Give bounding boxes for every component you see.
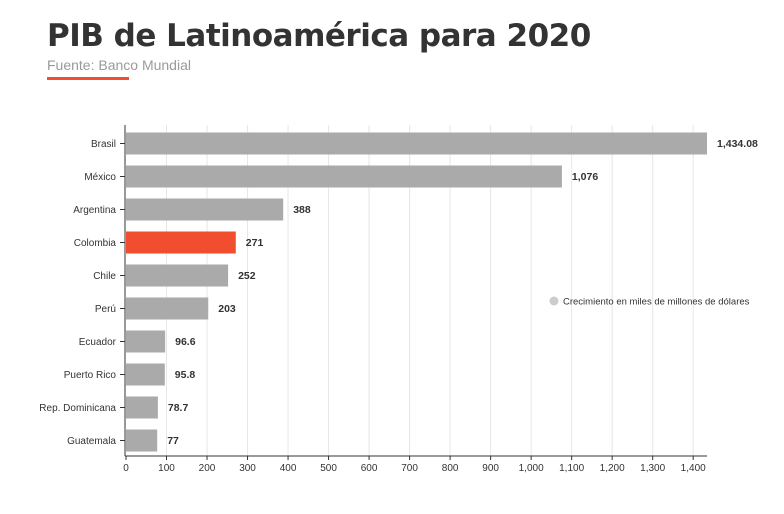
bar (126, 132, 707, 155)
bar (126, 429, 158, 452)
category-label: Rep. Dominicana (39, 403, 116, 414)
category-label: Colombia (74, 238, 117, 249)
value-label: 77 (167, 435, 179, 447)
bar (126, 297, 209, 320)
x-tick-label: 200 (199, 463, 216, 474)
x-tick-label: 0 (123, 463, 129, 474)
x-tick-label: 500 (320, 463, 337, 474)
source-underline (47, 77, 129, 80)
x-tick-label: 800 (442, 463, 459, 474)
bar (126, 231, 236, 254)
x-tick-label: 900 (482, 463, 499, 474)
bar (126, 198, 284, 221)
category-label: Perú (95, 304, 116, 315)
category-label: México (84, 172, 116, 183)
category-label: Brasil (91, 139, 116, 150)
x-tick-label: 1,200 (600, 463, 625, 474)
x-tick-label: 100 (158, 463, 175, 474)
chart-header: PIB de Latinoamérica para 2020 Fuente: B… (47, 18, 591, 73)
chart-source: Fuente: Banco Mundial (47, 57, 191, 73)
value-label: 388 (293, 204, 311, 216)
value-label: 271 (246, 237, 264, 249)
legend-label: Crecimiento en miles de millones de dóla… (563, 297, 750, 308)
category-label: Ecuador (79, 337, 117, 348)
x-tick-label: 600 (361, 463, 378, 474)
value-label: 1,076 (572, 171, 598, 183)
x-tick-label: 1,100 (559, 463, 584, 474)
legend-marker (549, 296, 559, 306)
value-label: 203 (218, 303, 236, 315)
value-label: 78.7 (168, 402, 189, 414)
x-tick-label: 700 (401, 463, 418, 474)
category-label: Argentina (73, 205, 116, 216)
bar (126, 363, 165, 386)
bar (126, 330, 166, 353)
value-label: 95.8 (175, 369, 196, 381)
x-tick-label: 300 (239, 463, 256, 474)
category-label: Chile (93, 271, 116, 282)
bar (126, 396, 158, 419)
x-tick-label: 1,400 (681, 463, 706, 474)
x-tick-label: 1,300 (640, 463, 665, 474)
category-label: Puerto Rico (64, 370, 117, 381)
value-label: 252 (238, 270, 256, 282)
bar (126, 264, 229, 287)
x-tick-label: 1,000 (519, 463, 544, 474)
value-label: 1,434.08 (717, 138, 758, 150)
bar (126, 165, 562, 188)
chart-title: PIB de Latinoamérica para 2020 (47, 18, 591, 54)
x-tick-label: 400 (280, 463, 297, 474)
category-label: Guatemala (67, 436, 116, 447)
value-label: 96.6 (175, 336, 196, 348)
